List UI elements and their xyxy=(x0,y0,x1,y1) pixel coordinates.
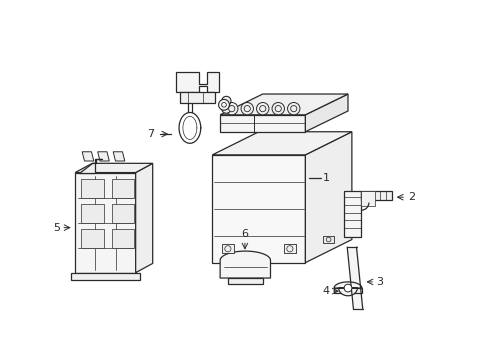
Circle shape xyxy=(241,103,253,115)
Circle shape xyxy=(221,104,231,113)
Polygon shape xyxy=(220,115,305,132)
Polygon shape xyxy=(81,179,104,198)
Text: 6: 6 xyxy=(242,229,248,239)
Polygon shape xyxy=(212,155,305,263)
Text: 2: 2 xyxy=(408,192,415,202)
Polygon shape xyxy=(284,244,296,253)
Polygon shape xyxy=(72,273,140,280)
Circle shape xyxy=(291,105,297,112)
Polygon shape xyxy=(334,282,362,288)
Circle shape xyxy=(221,103,226,107)
Polygon shape xyxy=(112,204,134,222)
Circle shape xyxy=(225,246,231,252)
Circle shape xyxy=(244,105,250,112)
Circle shape xyxy=(288,103,300,115)
Polygon shape xyxy=(334,288,362,293)
Polygon shape xyxy=(323,236,334,243)
Circle shape xyxy=(257,103,269,115)
Polygon shape xyxy=(220,251,270,278)
Circle shape xyxy=(272,103,285,115)
Polygon shape xyxy=(361,191,392,199)
Polygon shape xyxy=(344,191,361,237)
Text: 3: 3 xyxy=(377,277,384,287)
Polygon shape xyxy=(220,94,348,115)
Polygon shape xyxy=(75,163,153,172)
Polygon shape xyxy=(305,94,348,132)
Text: 7: 7 xyxy=(147,129,154,139)
Circle shape xyxy=(225,103,238,115)
Polygon shape xyxy=(113,152,125,161)
Circle shape xyxy=(344,284,352,292)
Circle shape xyxy=(260,105,266,112)
Polygon shape xyxy=(75,172,136,273)
Circle shape xyxy=(287,246,293,252)
Polygon shape xyxy=(98,152,109,161)
Polygon shape xyxy=(176,72,219,92)
Circle shape xyxy=(326,237,331,242)
Text: 5: 5 xyxy=(53,222,60,233)
Polygon shape xyxy=(221,244,234,253)
Polygon shape xyxy=(339,288,357,296)
Circle shape xyxy=(229,105,235,112)
Polygon shape xyxy=(79,159,102,172)
Circle shape xyxy=(275,105,281,112)
Polygon shape xyxy=(112,229,134,248)
Polygon shape xyxy=(112,179,134,198)
Polygon shape xyxy=(305,132,352,263)
Polygon shape xyxy=(361,191,375,206)
Text: 1: 1 xyxy=(323,173,330,183)
Polygon shape xyxy=(180,92,215,103)
Polygon shape xyxy=(81,204,104,222)
Polygon shape xyxy=(136,163,153,273)
Text: 4: 4 xyxy=(322,286,329,296)
Polygon shape xyxy=(82,152,94,161)
Polygon shape xyxy=(81,229,104,248)
Circle shape xyxy=(219,99,229,110)
Polygon shape xyxy=(228,278,263,284)
Polygon shape xyxy=(212,132,352,155)
Circle shape xyxy=(221,96,231,105)
